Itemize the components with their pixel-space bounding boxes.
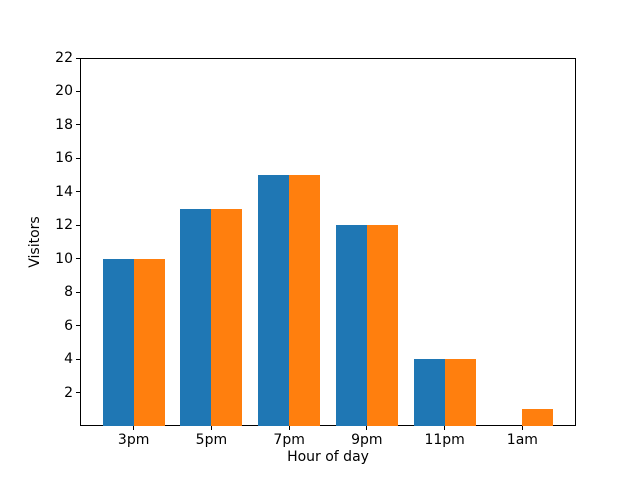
y-tick-label: 10 <box>55 250 73 267</box>
y-tick-mark <box>76 224 80 226</box>
y-tick-mark <box>76 57 80 59</box>
bar-blue-11pm <box>413 359 445 426</box>
x-tick-mark <box>210 426 212 430</box>
bar-orange-9pm <box>366 225 398 426</box>
bar-orange-7pm <box>289 175 321 426</box>
y-tick-label: 12 <box>55 217 73 234</box>
x-tick-label: 7pm <box>273 432 305 448</box>
x-tick-label: 3pm <box>117 432 150 448</box>
y-tick-mark <box>76 191 80 193</box>
bar-blue-7pm <box>258 175 290 426</box>
y-tick-mark <box>76 90 80 92</box>
x-tick-label: 11pm <box>424 432 465 448</box>
x-tick-mark <box>288 426 290 430</box>
y-tick-label: 18 <box>55 116 73 133</box>
y-tick-mark <box>76 291 80 293</box>
x-tick-label: 1am <box>506 432 538 448</box>
x-tick-mark <box>366 426 368 430</box>
y-tick-label: 6 <box>64 317 73 334</box>
bar-orange-5pm <box>211 208 243 426</box>
y-axis-title: Visitors <box>27 216 43 268</box>
y-tick-mark <box>76 358 80 360</box>
y-tick-label: 20 <box>55 83 73 100</box>
y-tick-label: 2 <box>64 384 73 401</box>
y-tick-mark <box>76 325 80 327</box>
x-tick-label: 9pm <box>351 432 383 448</box>
y-tick-mark <box>76 124 80 126</box>
bar-orange-1am <box>522 409 554 426</box>
bar-blue-3pm <box>102 258 134 426</box>
y-tick-label: 22 <box>55 50 73 66</box>
x-tick-mark <box>133 426 135 430</box>
y-tick-mark <box>76 258 80 260</box>
y-tick-label: 16 <box>55 150 73 167</box>
bar-blue-9pm <box>335 225 367 426</box>
x-tick-label: 5pm <box>195 432 228 448</box>
x-axis-title: Hour of day <box>287 449 369 465</box>
bar-orange-11pm <box>444 359 476 426</box>
bar-blue-5pm <box>180 208 212 426</box>
x-tick-mark <box>444 426 446 430</box>
y-tick-mark <box>76 392 80 394</box>
y-tick-label: 8 <box>64 284 73 301</box>
y-tick-label: 14 <box>55 183 73 200</box>
y-tick-label: 4 <box>64 351 73 368</box>
x-tick-mark <box>521 426 523 430</box>
bar-orange-3pm <box>133 258 165 426</box>
y-tick-mark <box>76 157 80 159</box>
